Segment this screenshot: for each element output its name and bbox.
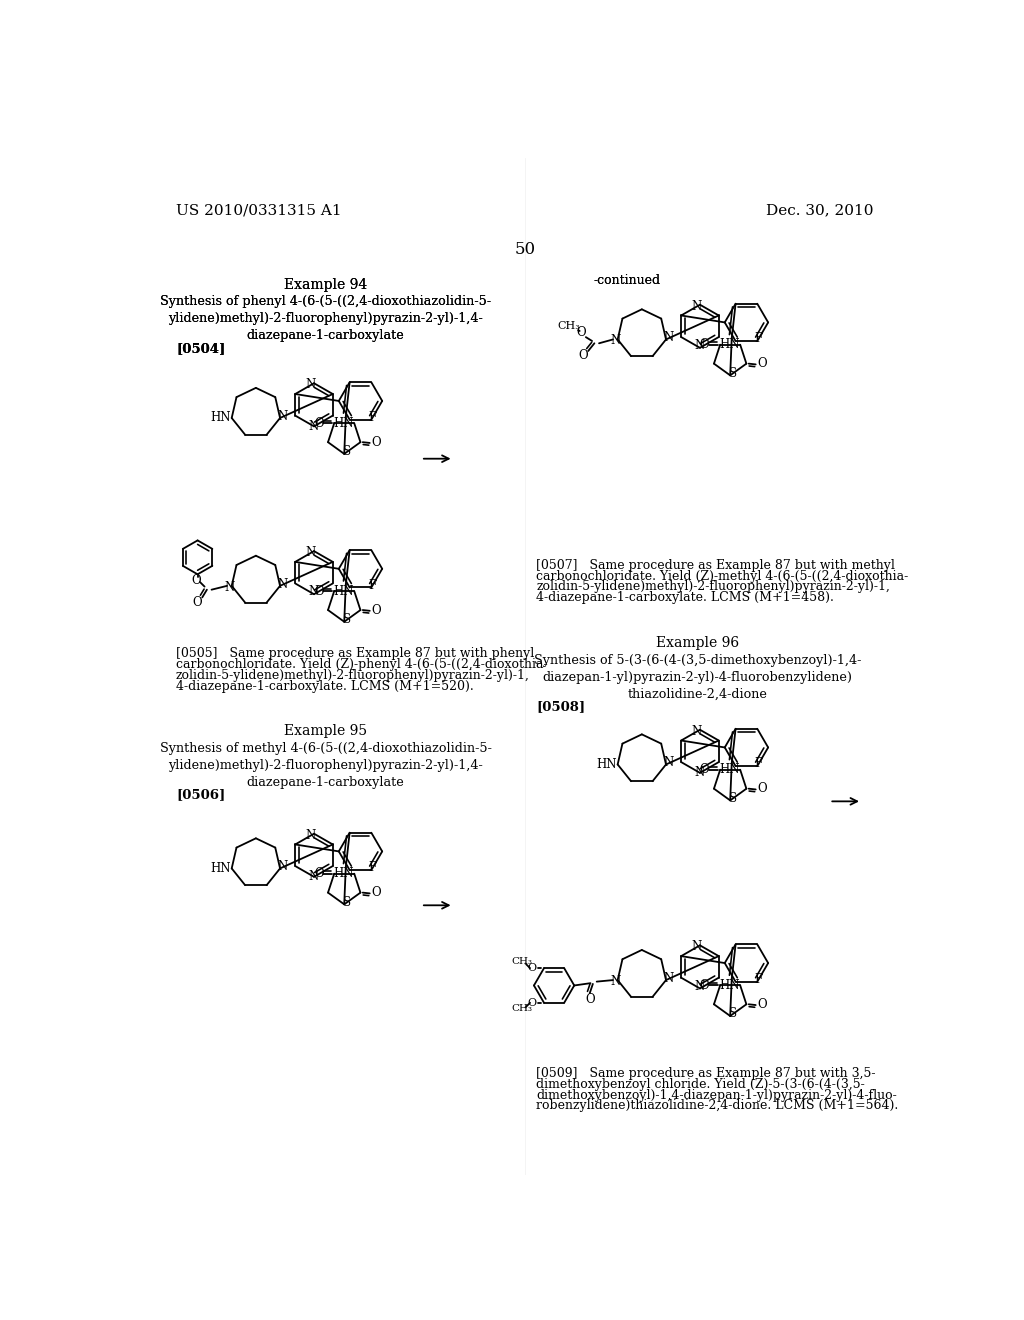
Text: N: N	[278, 411, 288, 422]
Text: S: S	[343, 445, 351, 458]
Text: O: O	[371, 603, 381, 616]
Text: O: O	[699, 338, 710, 351]
Text: [0505]   Same procedure as Example 87 but with phenyl: [0505] Same procedure as Example 87 but …	[176, 647, 535, 660]
Text: F: F	[755, 758, 763, 771]
Text: N: N	[610, 334, 621, 347]
Text: [0509]   Same procedure as Example 87 but with 3,5-: [0509] Same procedure as Example 87 but …	[537, 1067, 876, 1080]
Text: -continued: -continued	[593, 275, 660, 286]
Text: zolidin-5-ylidene)methyl)-2-fluorophenyl)pyrazin-2-yl)-1,: zolidin-5-ylidene)methyl)-2-fluorophenyl…	[537, 581, 890, 594]
Text: O: O	[757, 998, 767, 1011]
Text: zolidin-5-ylidene)methyl)-2-fluorophenyl)pyrazin-2-yl)-1,: zolidin-5-ylidene)methyl)-2-fluorophenyl…	[176, 669, 530, 682]
Text: [0506]: [0506]	[176, 788, 225, 801]
Text: O: O	[577, 326, 586, 339]
Text: CH₃: CH₃	[512, 957, 532, 966]
Text: S: S	[729, 792, 737, 805]
Text: O: O	[314, 585, 324, 598]
Text: Synthesis of 5-(3-(6-(4-(3,5-dimethoxybenzoyl)-1,4-
diazepan-1-yl)pyrazin-2-yl)-: Synthesis of 5-(3-(6-(4-(3,5-dimethoxybe…	[534, 653, 861, 701]
Text: N: N	[695, 979, 706, 993]
Text: [0504]: [0504]	[176, 342, 225, 355]
Text: S: S	[343, 895, 351, 908]
Text: O: O	[527, 964, 537, 973]
Text: N: N	[664, 331, 674, 345]
Text: S: S	[729, 1007, 737, 1020]
Text: [0504]: [0504]	[176, 342, 225, 355]
Text: HN: HN	[211, 412, 231, 425]
Text: HN: HN	[333, 867, 353, 880]
Text: O: O	[757, 358, 767, 370]
Text: Example 96: Example 96	[656, 636, 739, 649]
Text: Example 94: Example 94	[284, 277, 368, 292]
Text: N: N	[309, 585, 319, 598]
Text: 4-diazepane-1-carboxylate. LCMS (M+1=520).: 4-diazepane-1-carboxylate. LCMS (M+1=520…	[176, 680, 474, 693]
Text: O: O	[699, 763, 710, 776]
Text: F: F	[755, 973, 763, 986]
Text: N: N	[278, 578, 288, 591]
Text: HN: HN	[597, 758, 617, 771]
Text: N: N	[309, 870, 319, 883]
Text: N: N	[306, 829, 316, 842]
Text: N: N	[692, 300, 702, 313]
Text: N: N	[692, 940, 702, 953]
Text: N: N	[610, 975, 621, 989]
Text: N: N	[692, 725, 702, 738]
Text: F: F	[369, 411, 377, 424]
Text: N: N	[664, 756, 674, 770]
Text: F: F	[755, 333, 763, 346]
Text: O: O	[757, 783, 767, 795]
Text: [0508]: [0508]	[537, 700, 586, 713]
Text: O: O	[371, 436, 381, 449]
Text: HN: HN	[719, 338, 739, 351]
Text: Example 94: Example 94	[284, 277, 368, 292]
Text: CH₃: CH₃	[512, 1005, 532, 1014]
Text: CH₃: CH₃	[557, 321, 581, 331]
Text: F: F	[369, 578, 377, 591]
Text: O: O	[527, 998, 537, 1007]
Text: N: N	[306, 379, 316, 391]
Text: Dec. 30, 2010: Dec. 30, 2010	[766, 203, 873, 216]
Text: N: N	[695, 767, 706, 779]
Text: S: S	[343, 612, 351, 626]
Text: N: N	[278, 861, 288, 874]
Text: HN: HN	[719, 979, 739, 991]
Text: O: O	[314, 867, 324, 880]
Text: N: N	[664, 972, 674, 985]
Text: O: O	[193, 595, 203, 609]
Text: Synthesis of methyl 4-(6-(5-((2,4-dioxothiazolidin-5-
ylidene)methyl)-2-fluoroph: Synthesis of methyl 4-(6-(5-((2,4-dioxot…	[160, 742, 492, 789]
Text: 50: 50	[514, 240, 536, 257]
Text: HN: HN	[333, 417, 353, 430]
Text: Synthesis of phenyl 4-(6-(5-((2,4-dioxothiazolidin-5-
ylidene)methyl)-2-fluoroph: Synthesis of phenyl 4-(6-(5-((2,4-dioxot…	[160, 296, 492, 342]
Text: N: N	[309, 420, 319, 433]
Text: O: O	[371, 886, 381, 899]
Text: carbonochloridate. Yield (Z)-phenyl 4-(6-(5-((2,4-dioxothia-: carbonochloridate. Yield (Z)-phenyl 4-(6…	[176, 659, 548, 671]
Text: dimethoxybenzoyl chloride. Yield (Z)-5-(3-(6-(4-(3,5-: dimethoxybenzoyl chloride. Yield (Z)-5-(…	[537, 1077, 865, 1090]
Text: HN: HN	[333, 585, 353, 598]
Text: F: F	[369, 861, 377, 874]
Text: dimethoxybenzoyl)-1,4-diazepan-1-yl)pyrazin-2-yl)-4-fluo-: dimethoxybenzoyl)-1,4-diazepan-1-yl)pyra…	[537, 1089, 897, 1102]
Text: O: O	[191, 574, 201, 587]
Text: Synthesis of phenyl 4-(6-(5-((2,4-dioxothiazolidin-5-
ylidene)methyl)-2-fluoroph: Synthesis of phenyl 4-(6-(5-((2,4-dioxot…	[160, 296, 492, 342]
Text: O: O	[585, 993, 595, 1006]
Text: O: O	[579, 348, 589, 362]
Text: O: O	[699, 979, 710, 991]
Text: HN: HN	[211, 862, 231, 875]
Text: 4-diazepane-1-carboxylate. LCMS (M+1=458).: 4-diazepane-1-carboxylate. LCMS (M+1=458…	[537, 591, 835, 605]
Text: N: N	[695, 339, 706, 352]
Text: HN: HN	[719, 763, 739, 776]
Text: [0507]   Same procedure as Example 87 but with methyl: [0507] Same procedure as Example 87 but …	[537, 558, 895, 572]
Text: S: S	[729, 367, 737, 380]
Text: robenzylidene)thiazolidine-2,4-dione. LCMS (M+1=564).: robenzylidene)thiazolidine-2,4-dione. LC…	[537, 1100, 899, 1113]
Text: N: N	[224, 581, 234, 594]
Text: -continued: -continued	[593, 275, 660, 286]
Text: Example 95: Example 95	[284, 725, 368, 738]
Text: N: N	[306, 546, 316, 560]
Text: carbonochloridate. Yield (Z)-methyl 4-(6-(5-((2,4-dioxothia-: carbonochloridate. Yield (Z)-methyl 4-(6…	[537, 570, 908, 582]
Text: US 2010/0331315 A1: US 2010/0331315 A1	[176, 203, 342, 216]
Text: O: O	[314, 417, 324, 430]
